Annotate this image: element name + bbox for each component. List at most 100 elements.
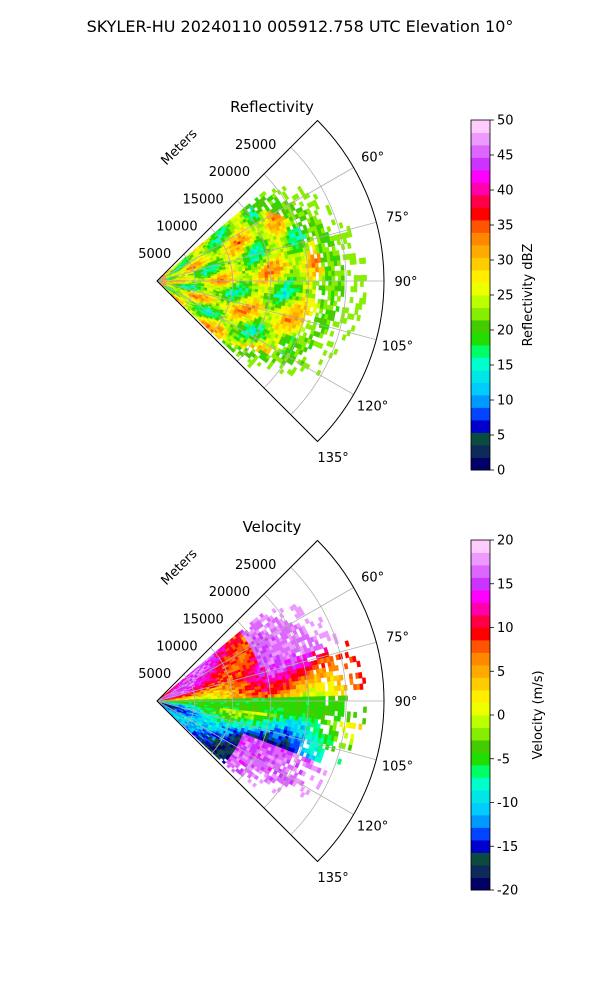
reflectivity-gate bbox=[277, 280, 282, 285]
velocity-gate bbox=[248, 703, 253, 707]
reflectivity-gate bbox=[280, 270, 285, 275]
reflectivity-gate bbox=[283, 194, 290, 201]
velocity-gate bbox=[312, 696, 317, 702]
reflectivity-gate bbox=[226, 276, 231, 280]
velocity-gate bbox=[309, 705, 313, 710]
reflectivity-gate bbox=[352, 258, 357, 265]
velocity-gate bbox=[330, 710, 335, 717]
reflectivity-gate bbox=[293, 284, 298, 290]
velocity-gate bbox=[270, 690, 275, 695]
reflectivity-gate bbox=[325, 246, 330, 253]
reflectivity-gate bbox=[356, 314, 361, 322]
reflectivity-gate bbox=[251, 286, 256, 290]
velocity-gate bbox=[252, 700, 256, 705]
reflectivity-gate bbox=[248, 275, 253, 279]
velocity-gate bbox=[328, 705, 332, 712]
velocity-gate bbox=[309, 620, 315, 628]
reflectivity-gate bbox=[334, 280, 339, 287]
reflectivity-gate bbox=[308, 293, 313, 299]
reflectivity-gate bbox=[326, 225, 332, 233]
velocity-gate bbox=[277, 707, 281, 712]
velocity-gate bbox=[290, 704, 294, 709]
velocity-gate bbox=[296, 700, 301, 706]
reflectivity-gate bbox=[232, 282, 237, 286]
reflectivity-gate bbox=[258, 286, 262, 291]
reflectivity-gate bbox=[216, 275, 221, 278]
reflectivity-data-layer bbox=[156, 185, 367, 377]
reflectivity-gate bbox=[242, 270, 246, 275]
reflectivity-gate bbox=[290, 284, 294, 289]
velocity-gate bbox=[293, 696, 297, 702]
reflectivity-gate bbox=[324, 285, 329, 291]
reflectivity-gate bbox=[354, 308, 359, 316]
velocity-gate bbox=[280, 693, 285, 698]
reflectivity-gate bbox=[248, 278, 253, 282]
velocity-gate bbox=[336, 715, 341, 722]
velocity-gate bbox=[302, 688, 307, 694]
velocity-gate bbox=[347, 744, 353, 752]
reflectivity-gate bbox=[286, 284, 291, 289]
velocity-gate bbox=[315, 705, 320, 711]
velocity-gate bbox=[334, 664, 339, 672]
reflectivity-gate bbox=[258, 277, 263, 282]
velocity-panel: Velocity 50001000015000200002500060°75°9… bbox=[138, 518, 546, 899]
velocity-gate bbox=[273, 687, 278, 692]
velocity-gate bbox=[277, 690, 281, 695]
reflectivity-gate bbox=[302, 276, 307, 282]
velocity-gate bbox=[356, 683, 361, 691]
colorbar-segment bbox=[471, 270, 490, 283]
velocity-gate bbox=[331, 695, 336, 702]
reflectivity-gate bbox=[362, 257, 367, 264]
velocity-gate bbox=[299, 696, 304, 702]
velocity-gate bbox=[264, 706, 269, 711]
reflectivity-gate bbox=[273, 270, 278, 275]
colorbar-segment bbox=[471, 407, 490, 421]
velocity-gate bbox=[273, 710, 278, 715]
reflectivity-gate bbox=[293, 280, 297, 286]
velocity-gate bbox=[350, 733, 355, 741]
velocity-gate bbox=[258, 697, 263, 702]
velocity-gate bbox=[273, 683, 278, 689]
velocity-gate bbox=[314, 664, 320, 670]
reflectivity-gate bbox=[252, 277, 256, 282]
velocity-gate bbox=[293, 700, 297, 706]
reflectivity-gate bbox=[280, 273, 285, 278]
velocity-gate bbox=[304, 618, 310, 625]
velocity-gate bbox=[308, 687, 313, 693]
velocity-gate bbox=[245, 703, 250, 707]
reflectivity-gate bbox=[351, 252, 357, 260]
velocity-gate bbox=[283, 711, 288, 716]
velocity-gate bbox=[270, 703, 275, 708]
reflectivity-gate bbox=[260, 268, 265, 273]
velocity-gate bbox=[286, 708, 291, 713]
velocity-gate bbox=[299, 708, 304, 714]
reflectivity-gate bbox=[331, 285, 336, 292]
reflectivity-radial-label: Meters bbox=[159, 126, 201, 168]
colorbar-segment bbox=[471, 145, 490, 158]
velocity-gate bbox=[334, 700, 339, 707]
velocity-gate bbox=[314, 714, 319, 720]
reflectivity-gate bbox=[299, 272, 304, 278]
velocity-gate bbox=[271, 607, 277, 614]
reflectivity-gate bbox=[334, 290, 339, 297]
reflectivity-gate bbox=[254, 288, 259, 293]
reflectivity-gate bbox=[277, 284, 282, 289]
reflectivity-gate bbox=[337, 280, 342, 287]
reflectivity-gate bbox=[270, 287, 275, 292]
reflectivity-gate bbox=[328, 275, 333, 282]
velocity-gate bbox=[299, 750, 305, 757]
velocity-gate bbox=[239, 695, 244, 699]
velocity-gate bbox=[257, 689, 262, 693]
azimuth-tick-label: 90° bbox=[394, 275, 417, 290]
reflectivity-gate bbox=[254, 272, 259, 276]
reflectivity-gate bbox=[337, 285, 342, 292]
velocity-gate bbox=[264, 688, 269, 693]
reflectivity-gate bbox=[321, 285, 326, 291]
colorbar-segment bbox=[471, 170, 490, 183]
colorbar-tick-label: 45 bbox=[497, 149, 514, 164]
velocity-gate bbox=[271, 700, 275, 705]
velocity-gate bbox=[290, 693, 294, 698]
reflectivity-gate bbox=[324, 266, 329, 272]
reflectivity-gate bbox=[312, 285, 317, 291]
